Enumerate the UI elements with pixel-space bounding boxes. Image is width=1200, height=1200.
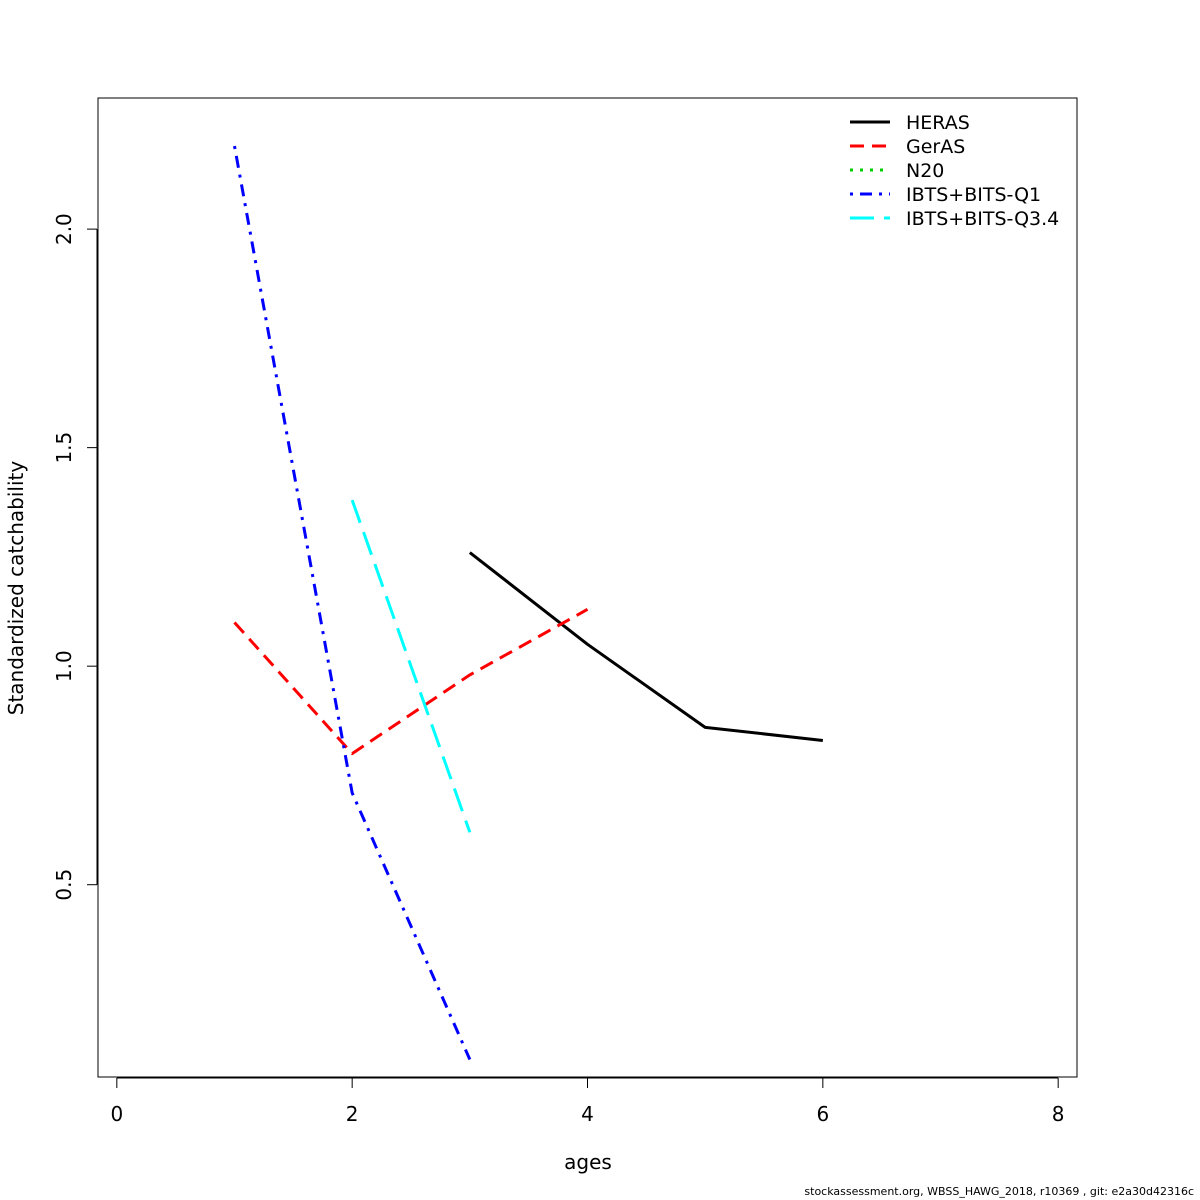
y-tick-label: 2.0 [52, 213, 76, 245]
y-axis-title: Standardized catchability [4, 461, 28, 716]
plot-frame [97, 97, 1078, 1078]
series-line-geras [233, 608, 589, 756]
legend-label-heras: HERAS [906, 112, 970, 134]
x-tick-label: 2 [346, 1102, 359, 1126]
y-tick-label: 0.5 [52, 869, 76, 901]
y-tick-label: 1.0 [52, 650, 76, 682]
x-tick-label: 8 [1052, 1102, 1065, 1126]
legend-label-geras: GerAS [906, 136, 965, 158]
y-tick-label: 1.5 [52, 432, 76, 464]
series-line-heras [468, 551, 824, 742]
x-tick-label: 6 [816, 1102, 829, 1126]
series-line-ibts-bits-q3-4 [350, 499, 472, 833]
x-axis: 0 2 4 6 8 [110, 1077, 1065, 1126]
footer-credit: stockassessment.org, WBSS_HAWG_2018, r10… [804, 1185, 1194, 1198]
x-axis-title: ages [564, 1150, 612, 1174]
legend-label-n20: N20 [906, 160, 944, 182]
legend-label-ibts-bits-q1: IBTS+BITS-Q1 [906, 184, 1041, 206]
series-group [233, 145, 824, 1061]
legend-label-ibts-bits-q3-4: IBTS+BITS-Q3.4 [906, 208, 1059, 230]
x-tick-label: 0 [110, 1102, 123, 1126]
series-line-ibts-bits-q1 [233, 145, 472, 1061]
x-tick-label: 4 [581, 1102, 594, 1126]
y-axis: 0.5 1.0 1.5 2.0 [52, 213, 98, 901]
